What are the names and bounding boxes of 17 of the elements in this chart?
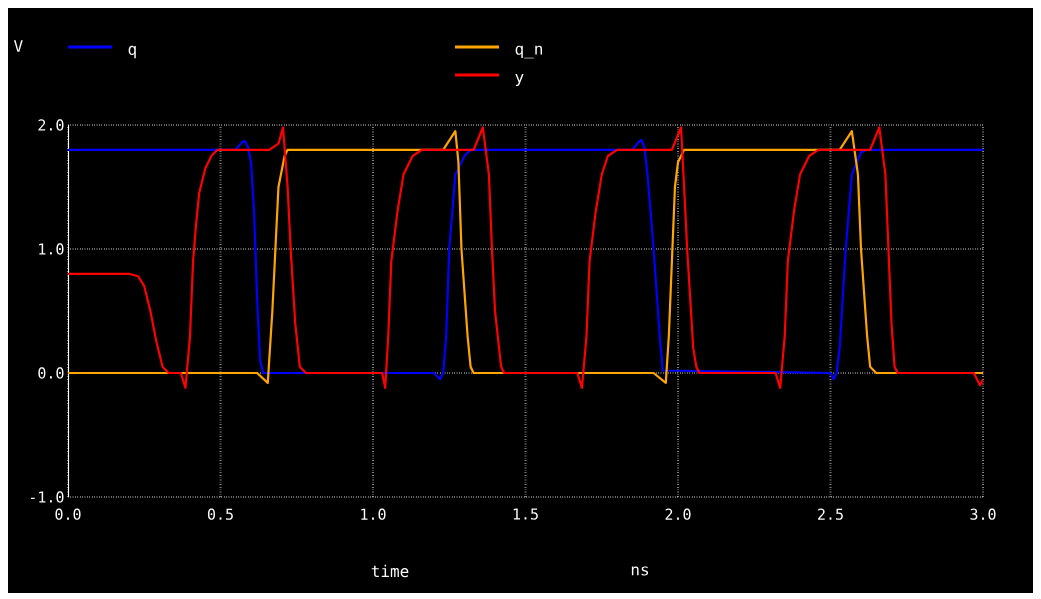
- x-tick-label: 0.5: [207, 508, 233, 520]
- legend-label: q: [128, 45, 136, 59]
- x-tick-label: 2.5: [818, 508, 843, 520]
- x-tick-label: 1.0: [361, 508, 386, 520]
- x-tick-label: 1.5: [513, 508, 538, 520]
- x-axis-title: time: [371, 564, 409, 578]
- y-axis-title: V: [13, 40, 23, 52]
- x-tick-label: 2.0: [665, 508, 691, 520]
- y-tick-label: 2.0: [38, 119, 64, 131]
- legend-label: q_n: [515, 45, 543, 59]
- text: ns: [631, 566, 649, 576]
- y-tick-label: 0.0: [38, 367, 64, 379]
- y-tick-label: -1.0: [30, 491, 64, 503]
- y-tick-label: 1.0: [39, 243, 64, 255]
- x-tick-label: 3.0: [970, 508, 996, 520]
- x-tick-label: 0.0: [55, 508, 81, 520]
- legend-label: y: [515, 73, 524, 87]
